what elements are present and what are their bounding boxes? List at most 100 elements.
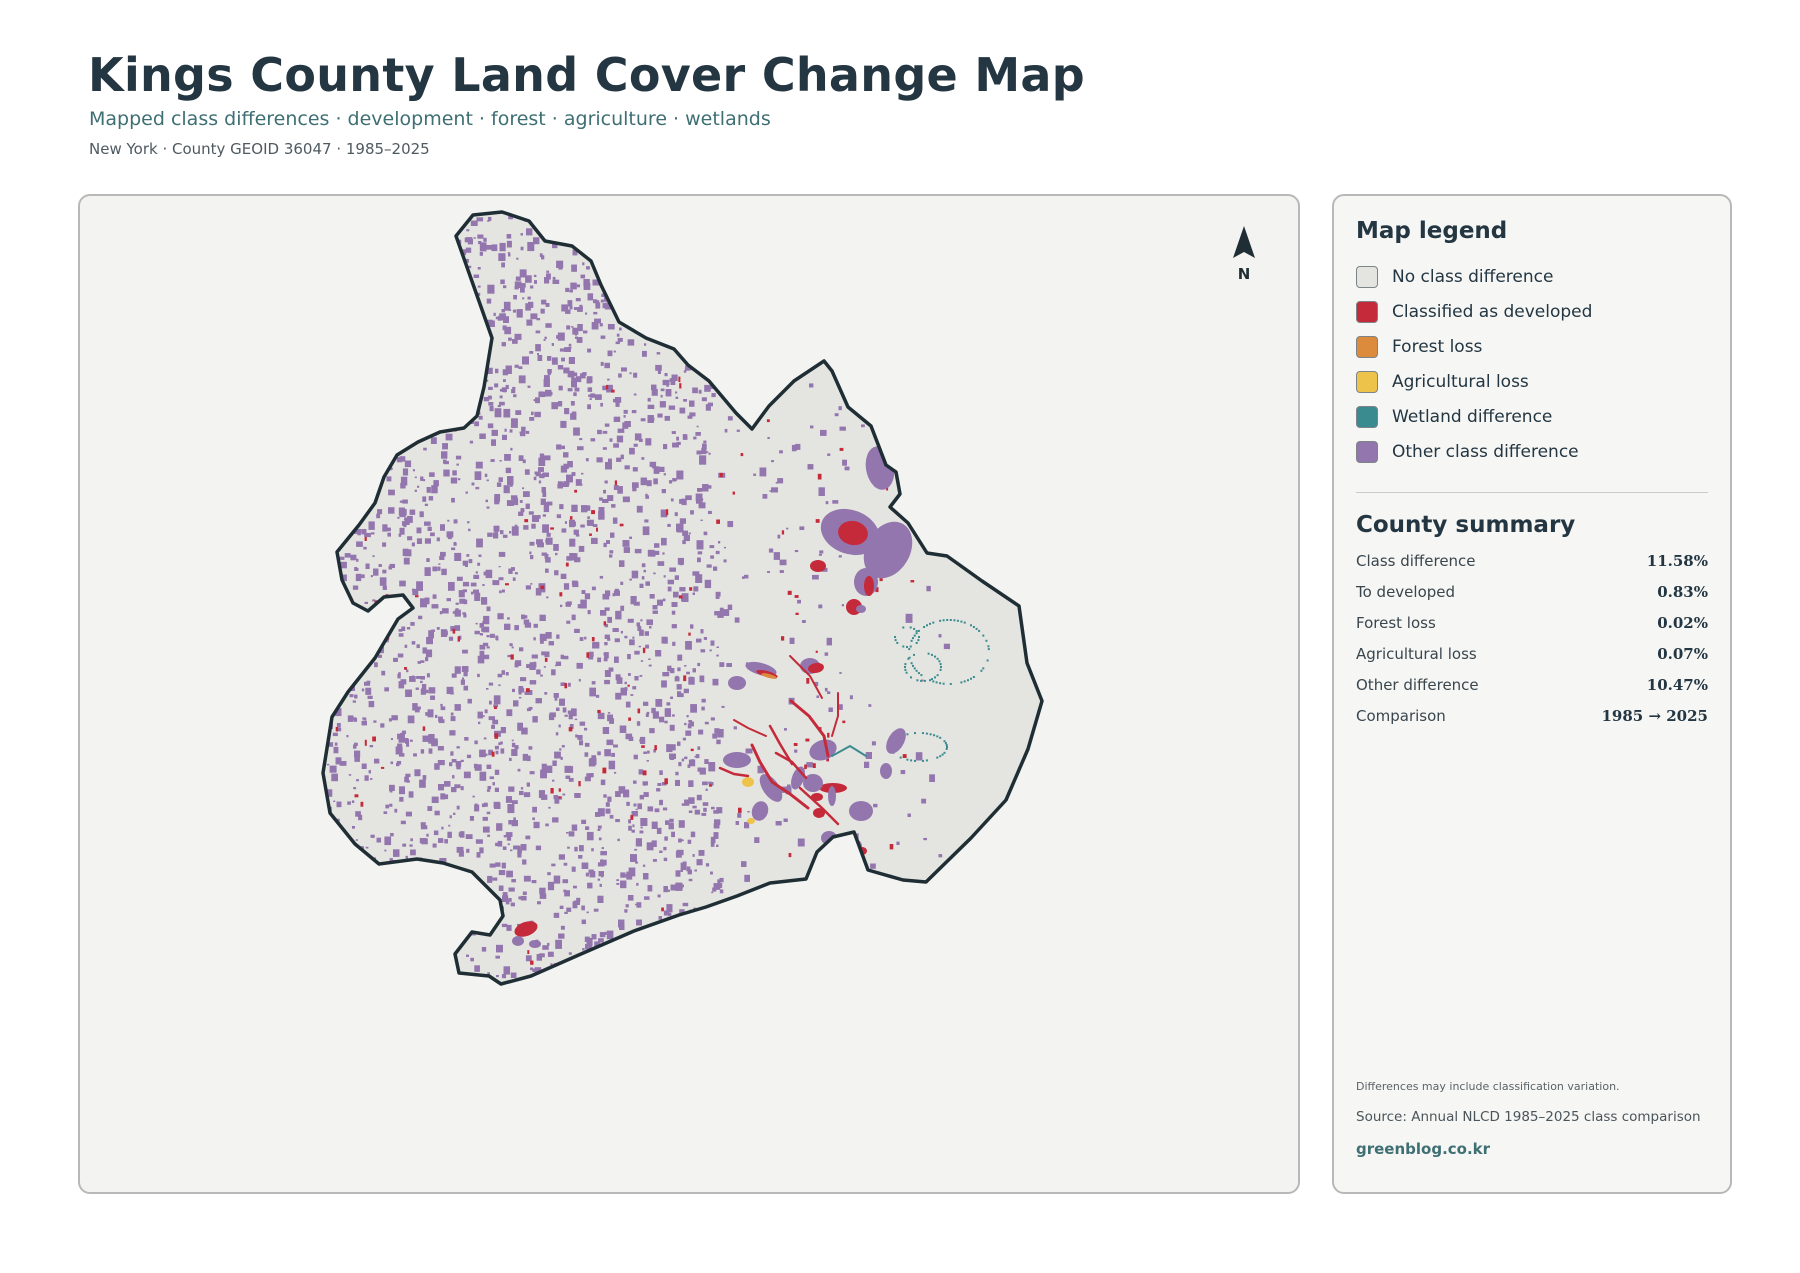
change-pixel [753,932,760,937]
change-pixel [627,238,631,243]
change-pixel [697,366,702,371]
change-pixel [336,298,339,301]
change-pixel [656,352,661,355]
change-pixel [482,826,490,833]
change-pixel [350,498,355,502]
change-pixel [762,224,766,228]
change-pixel [336,286,343,292]
change-pixel [401,626,406,631]
change-pixel [675,959,683,967]
change-pixel [703,933,707,938]
change-pixel [579,721,586,726]
change-pixel [488,320,495,327]
map-panel[interactable]: N [78,194,1300,1194]
change-pixel [440,703,443,707]
change-pixel [600,859,607,866]
change-pixel [403,738,409,743]
change-pixel [356,960,360,963]
change-pixel [575,734,578,738]
change-pixel [894,636,896,638]
change-pixel [456,325,463,330]
change-pixel [481,628,484,632]
change-pixel [465,378,468,382]
change-pixel [450,626,455,632]
change-pixel [633,754,638,760]
change-pixel [670,696,673,699]
change-pixel [355,257,362,263]
change-pixel [494,802,501,809]
change-pixel [645,713,649,717]
change-pixel [425,278,433,284]
change-pixel [650,983,655,984]
legend-label: Other class difference [1392,442,1579,462]
change-pixel [591,510,595,515]
change-pixel [698,389,702,394]
change-pixel [501,974,507,979]
change-patch [733,719,767,737]
change-pixel [980,669,983,672]
change-pixel [335,877,341,883]
change-pixel [403,382,407,389]
change-pixel [623,304,630,313]
change-pixel [818,553,822,556]
change-pixel [652,605,658,610]
change-patch [789,699,830,758]
change-pixel [585,458,589,462]
change-pixel [393,341,400,345]
site-credit[interactable]: greenblog.co.kr [1356,1140,1491,1158]
change-pixel [434,374,440,380]
change-pixel [332,732,338,737]
change-pixel [530,967,533,971]
change-pixel [461,265,465,269]
change-pixel [433,914,437,919]
change-pixel [852,884,859,892]
change-pixel [627,968,631,971]
change-pixel [647,750,650,754]
change-pixel [524,622,532,628]
change-pixel [672,725,675,727]
change-pixel [340,349,345,356]
change-pixel [645,327,650,332]
change-pixel [354,607,360,614]
change-pixel [518,366,523,369]
change-pixel [428,687,436,694]
change-pixel [940,938,946,942]
change-pixel [464,737,469,741]
change-pixel [926,531,932,535]
change-pixel [634,297,638,301]
change-pixel [519,790,524,796]
change-pixel [716,306,722,310]
change-pixel [533,399,536,402]
change-pixel [571,713,574,717]
change-pixel [625,874,630,878]
county-map[interactable]: N [80,196,1300,1194]
change-pixel [462,677,464,680]
change-pixel [660,975,667,983]
change-pixel [407,255,411,259]
change-pixel [711,364,716,368]
change-pixel [371,532,375,535]
change-pixel [542,524,549,533]
change-pixel [457,978,464,984]
change-pixel [352,216,356,220]
change-pixel [435,387,438,391]
change-pixel [604,970,610,976]
change-pixel [861,871,865,876]
change-pixel [602,447,607,450]
change-pixel [489,863,496,868]
change-pixel [383,935,387,940]
change-pixel [529,551,532,555]
change-pixel [349,845,356,850]
change-pixel [597,712,605,720]
change-pixel [557,484,563,489]
change-pixel [676,260,681,265]
change-pixel [422,234,426,239]
change-pixel [667,523,671,527]
change-pixel [581,472,584,475]
change-pixel [359,616,363,619]
change-pixel [414,476,417,479]
change-pixel [540,640,544,644]
change-pixel [942,682,945,685]
change-pixel [415,341,419,346]
change-pixel [649,626,652,629]
